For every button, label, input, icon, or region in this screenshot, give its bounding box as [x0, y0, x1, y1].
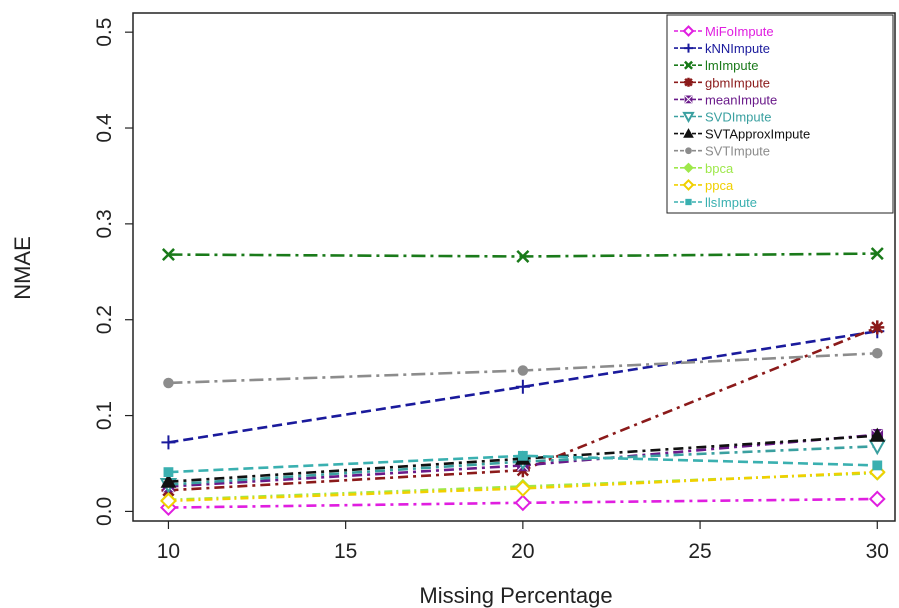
- series-layer: [159, 247, 886, 516]
- series-line: [168, 444, 878, 486]
- legend-label: MiFoImpute: [705, 24, 774, 39]
- legend-entry: kNNImpute: [674, 41, 770, 56]
- legend-label: meanImpute: [705, 92, 777, 107]
- x-tick-label: 10: [157, 540, 180, 563]
- legend-entry: lmImpute: [674, 58, 758, 73]
- series-SVTImpute: [163, 348, 883, 389]
- plot-frame: [132, 12, 896, 522]
- series-kNNImpute: [161, 324, 885, 450]
- legend: MiFoImpute kNNImpute lmImpute gbmImpute mean…: [666, 14, 894, 214]
- legend-label: kNNImpute: [705, 41, 770, 56]
- legend-entry: SVTImpute: [674, 144, 770, 159]
- y-tick-label: 0.4: [93, 113, 116, 143]
- data-point: [161, 435, 176, 450]
- data-point: [684, 60, 693, 70]
- legend-entry: meanImpute: [674, 92, 777, 107]
- data-point: [684, 43, 693, 53]
- y-tick-label: 0.5: [93, 18, 116, 47]
- series-line: [168, 434, 878, 483]
- series-line: [168, 433, 878, 488]
- data-point: [517, 365, 529, 376]
- x-tick-label: 20: [511, 540, 534, 563]
- data-point: [870, 320, 885, 335]
- data-point: [163, 467, 174, 478]
- legend-entry: llsImpute: [674, 195, 757, 210]
- x-tick-label: 15: [334, 540, 357, 563]
- x-axis: 10 15 20 25 30: [157, 521, 889, 563]
- data-point: [868, 490, 886, 508]
- series-lmImpute: [161, 247, 884, 263]
- data-point: [684, 95, 693, 104]
- data-point: [160, 492, 177, 510]
- legend-entry: bpca: [674, 161, 734, 176]
- legend-label: lmImpute: [705, 58, 758, 73]
- data-point: [516, 249, 530, 263]
- legend-label: ppca: [705, 178, 734, 193]
- data-point: [682, 178, 695, 191]
- data-point: [682, 25, 695, 37]
- legend-entry: MiFoImpute: [674, 24, 774, 39]
- x-tick-label: 25: [688, 540, 711, 563]
- x-tick-label: 30: [866, 540, 889, 563]
- y-axis-label: NMAE: [10, 236, 35, 300]
- x-axis-label: Missing Percentage: [419, 583, 612, 608]
- y-tick-label: 0.1: [93, 401, 116, 430]
- data-point: [682, 111, 695, 124]
- legend-label: SVTImpute: [705, 144, 770, 159]
- legend-label: llsImpute: [705, 195, 757, 210]
- data-point: [683, 128, 694, 138]
- data-point: [515, 379, 530, 394]
- data-point: [685, 198, 692, 206]
- series-SVTApproxImpute: [160, 427, 886, 488]
- data-point: [161, 248, 175, 262]
- data-point: [685, 147, 692, 155]
- data-point: [684, 77, 693, 87]
- data-point: [514, 494, 532, 512]
- legend-box: [666, 14, 894, 214]
- data-point: [868, 439, 886, 456]
- data-point: [160, 473, 177, 488]
- legend-label: SVDImpute: [705, 110, 771, 125]
- series-llsImpute: [163, 450, 883, 478]
- legend-label: bpca: [705, 161, 734, 176]
- y-axis: 0.0 0.1 0.2 0.3 0.4 0.5: [93, 18, 133, 526]
- data-point: [869, 427, 886, 442]
- data-point: [872, 460, 883, 471]
- legend-entry: SVDImpute: [674, 110, 771, 125]
- data-point: [872, 348, 883, 359]
- data-point: [870, 247, 884, 261]
- legend-label: SVTApproxImpute: [705, 127, 810, 142]
- legend-label: gbmImpute: [705, 75, 770, 90]
- y-tick-label: 0.2: [93, 305, 116, 334]
- y-tick-label: 0.0: [93, 497, 116, 526]
- y-tick-label: 0.3: [93, 209, 116, 238]
- data-point: [514, 479, 532, 497]
- legend-entry: gbmImpute: [674, 75, 770, 90]
- data-point: [163, 377, 174, 389]
- data-point: [517, 450, 528, 461]
- legend-entry: SVTApproxImpute: [674, 127, 810, 142]
- data-point: [683, 162, 694, 174]
- legend-entry: ppca: [674, 178, 734, 193]
